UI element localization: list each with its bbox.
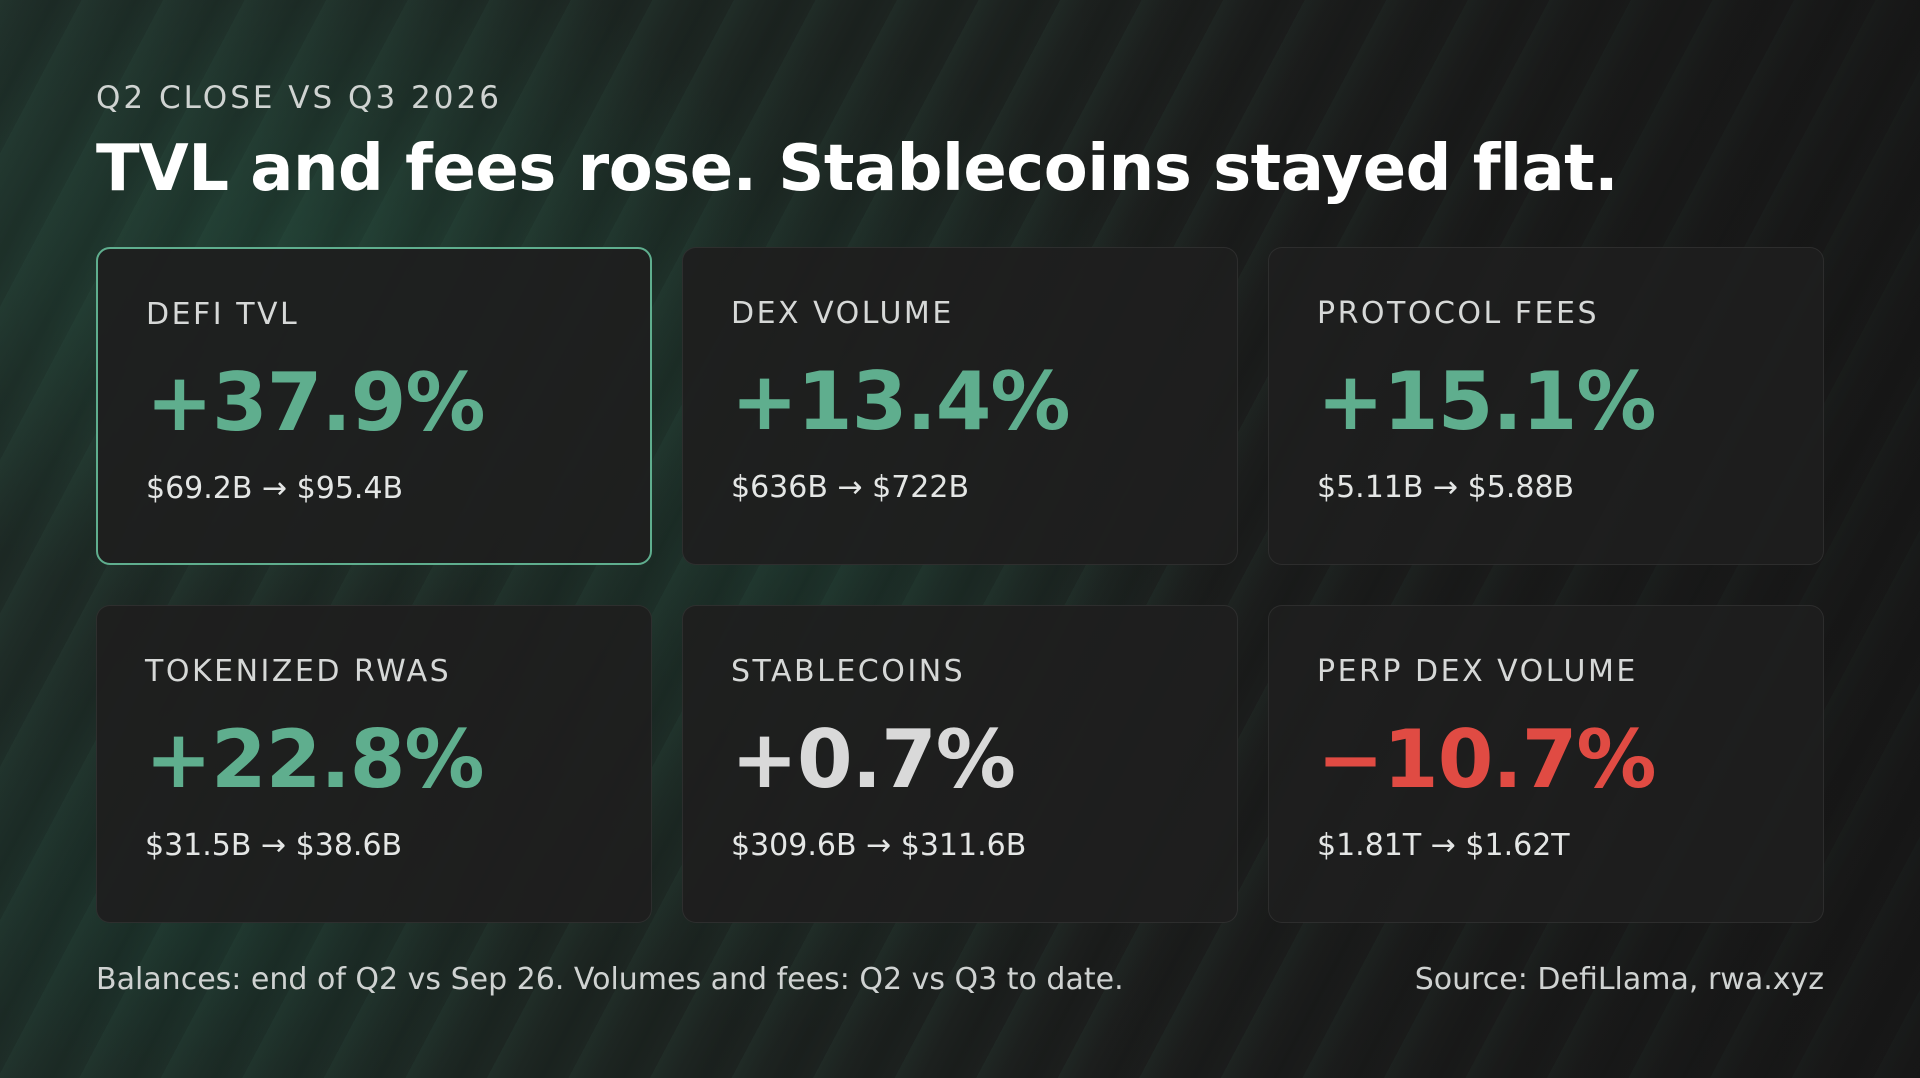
- headline: TVL and fees rose. Stablecoins stayed fl…: [96, 132, 1619, 206]
- metric-range: $636B → $722B: [731, 470, 970, 505]
- metric-change: +0.7%: [731, 713, 1016, 806]
- source-note: Source: DefiLlama, rwa.xyz: [1414, 962, 1824, 997]
- metric-label: STABLECOINS: [731, 654, 966, 689]
- metric-label: PROTOCOL FEES: [1317, 296, 1600, 331]
- metric-range: $5.11B → $5.88B: [1317, 470, 1575, 505]
- eyebrow: Q2 CLOSE VS Q3 2026: [96, 80, 502, 116]
- metric-label: DEX VOLUME: [731, 296, 954, 331]
- metric-change: +15.1%: [1317, 355, 1657, 448]
- metric-card-dex-volume: DEX VOLUME +13.4% $636B → $722B: [682, 247, 1238, 565]
- metric-change: +22.8%: [145, 713, 485, 806]
- metric-change: +37.9%: [146, 356, 486, 449]
- metric-card-perp-dex-volume: PERP DEX VOLUME −10.7% $1.81T → $1.62T: [1268, 605, 1824, 923]
- metric-range: $69.2B → $95.4B: [146, 471, 404, 506]
- metrics-grid: DEFI TVL +37.9% $69.2B → $95.4B DEX VOLU…: [96, 247, 1824, 923]
- metric-change: +13.4%: [731, 355, 1071, 448]
- metric-change: −10.7%: [1317, 713, 1657, 806]
- metric-range: $1.81T → $1.62T: [1317, 828, 1570, 863]
- metric-card-stablecoins: STABLECOINS +0.7% $309.6B → $311.6B: [682, 605, 1238, 923]
- metric-range: $31.5B → $38.6B: [145, 828, 403, 863]
- metric-label: PERP DEX VOLUME: [1317, 654, 1638, 689]
- footnote: Balances: end of Q2 vs Sep 26. Volumes a…: [96, 962, 1124, 997]
- metric-card-defi-tvl: DEFI TVL +37.9% $69.2B → $95.4B: [96, 247, 652, 565]
- metric-label: DEFI TVL: [146, 297, 300, 332]
- metric-range: $309.6B → $311.6B: [731, 828, 1027, 863]
- metric-card-protocol-fees: PROTOCOL FEES +15.1% $5.11B → $5.88B: [1268, 247, 1824, 565]
- metric-label: TOKENIZED RWAS: [145, 654, 452, 689]
- metric-card-tokenized-rwas: TOKENIZED RWAS +22.8% $31.5B → $38.6B: [96, 605, 652, 923]
